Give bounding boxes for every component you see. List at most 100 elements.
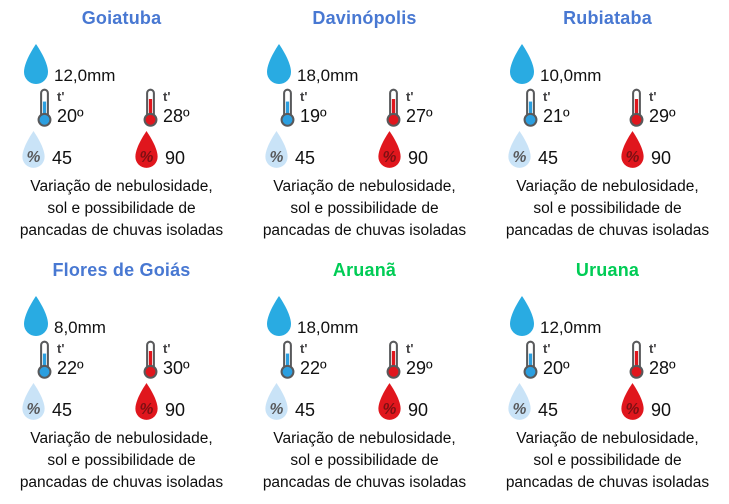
forecast-line: Variação de nebulosidade,	[30, 430, 213, 447]
max-temperature-value: 29º	[406, 358, 433, 378]
rain-drop-icon	[267, 296, 291, 336]
forecast-line: Variação de nebulosidade,	[516, 178, 699, 195]
max-temperature: t' 29º	[625, 88, 676, 127]
rain-drop-icon	[510, 296, 534, 336]
humidity-high: % 90	[618, 382, 671, 423]
temp-symbol: t'	[300, 89, 308, 104]
humidity-high: % 90	[618, 130, 671, 171]
forecast-description: Variação de nebulosidade, sol e possibil…	[0, 428, 243, 494]
min-temperature: t' 22º	[33, 340, 139, 379]
temp-symbol: t'	[163, 89, 171, 104]
humidity-low-drop-icon: %	[22, 383, 45, 420]
min-temperature: t' 21º	[519, 88, 625, 127]
degree-ordinal: º	[183, 358, 190, 378]
rainfall-row: 12,0mm	[21, 43, 243, 87]
min-temperature-labels: t' 22º	[57, 340, 84, 378]
max-temperature-labels: t' 29º	[649, 88, 676, 126]
degree-ordinal: º	[183, 106, 190, 126]
city-card: Davinópolis 18,0mm t' 19º	[243, 0, 486, 252]
rainfall-value: 8,0mm	[54, 318, 106, 337]
forecast-line: Variação de nebulosidade,	[516, 430, 699, 447]
rain-drop-icon	[24, 44, 48, 84]
city-name: Aruanã	[332, 260, 397, 280]
max-temperature-value: 28º	[649, 358, 676, 378]
degree-ordinal: º	[320, 358, 327, 378]
humidity-low-drop-icon: %	[508, 131, 531, 168]
city-name: Davinópolis	[312, 8, 417, 28]
humidity-high-drop-icon: %	[621, 131, 644, 168]
min-temperature-value: 20º	[543, 358, 570, 378]
forecast-line: pancadas de chuvas isoladas	[19, 222, 224, 239]
humidity-high: % 90	[132, 382, 185, 423]
humidity-high-value: 90	[165, 400, 186, 420]
percent-symbol: %	[270, 401, 284, 418]
forecast-description: Variação de nebulosidade, sol e possibil…	[0, 176, 243, 242]
percent-symbol: %	[27, 401, 41, 418]
rainfall-value: 18,0mm	[297, 66, 359, 85]
degree-ordinal: º	[669, 106, 676, 126]
max-temperature: t' 30º	[139, 340, 190, 379]
forecast-line: pancadas de chuvas isoladas	[262, 474, 467, 491]
percent-symbol: %	[513, 149, 527, 166]
humidity-high: % 90	[375, 382, 428, 423]
humidity-low: % 45	[262, 382, 375, 423]
temperature-row: t' 20º t' 28º	[486, 340, 729, 379]
percent-symbol: %	[383, 149, 397, 166]
temp-symbol: t'	[300, 341, 308, 356]
city-card: Goiatuba 12,0mm t' 20º	[0, 0, 243, 252]
humidity-low-drop-icon: %	[265, 131, 288, 168]
degree-ordinal: º	[669, 358, 676, 378]
rainfall-row: 18,0mm	[264, 295, 486, 339]
forecast-line: pancadas de chuvas isoladas	[505, 474, 710, 491]
min-temperature: t' 20º	[33, 88, 139, 127]
percent-symbol: %	[270, 149, 284, 166]
humidity-low-value: 45	[52, 400, 73, 420]
forecast-line: sol e possibilidade de	[533, 200, 682, 217]
city-card: Rubiataba 10,0mm t' 21º	[486, 0, 729, 252]
city-name: Rubiataba	[563, 8, 652, 28]
min-temperature: t' 22º	[276, 340, 382, 379]
rainfall-row: 8,0mm	[21, 295, 243, 339]
humidity-low-value: 45	[295, 400, 316, 420]
max-temperature-labels: t' 29º	[406, 340, 433, 378]
forecast-line: sol e possibilidade de	[47, 452, 196, 469]
thermometer-cold-icon	[280, 340, 295, 379]
percent-symbol: %	[513, 401, 527, 418]
degree-ordinal: º	[426, 358, 433, 378]
humidity-low: % 45	[262, 130, 375, 171]
min-temperature-labels: t' 20º	[543, 340, 570, 378]
rainfall-row: 12,0mm	[507, 295, 729, 339]
thermometer-hot-icon	[629, 340, 644, 379]
max-temperature-value: 29º	[649, 106, 676, 126]
max-temperature: t' 29º	[382, 340, 433, 379]
forecast-line: sol e possibilidade de	[533, 452, 682, 469]
thermometer-hot-icon	[143, 340, 158, 379]
humidity-low: % 45	[19, 382, 132, 423]
city-name: Flores de Goiás	[52, 260, 191, 280]
max-temperature: t' 28º	[625, 340, 676, 379]
rain-drop-icon	[267, 44, 291, 84]
humidity-low: % 45	[505, 382, 618, 423]
forecast-line: pancadas de chuvas isoladas	[19, 474, 224, 491]
rain-drop-icon	[24, 296, 48, 336]
forecast-line: sol e possibilidade de	[290, 452, 439, 469]
humidity-high: % 90	[375, 130, 428, 171]
rainfall-value: 12,0mm	[54, 66, 116, 85]
temp-symbol: t'	[406, 341, 414, 356]
thermometer-hot-icon	[143, 88, 158, 127]
thermometer-hot-icon	[386, 88, 401, 127]
percent-symbol: %	[383, 401, 397, 418]
forecast-line: Variação de nebulosidade,	[30, 178, 213, 195]
min-temperature-labels: t' 22º	[300, 340, 327, 378]
humidity-high-value: 90	[165, 148, 186, 168]
max-temperature-value: 30º	[163, 358, 190, 378]
rainfall-row: 18,0mm	[264, 43, 486, 87]
forecast-line: Variação de nebulosidade,	[273, 178, 456, 195]
min-temperature-labels: t' 21º	[543, 88, 570, 126]
thermometer-cold-icon	[37, 88, 52, 127]
forecast-description: Variação de nebulosidade, sol e possibil…	[486, 176, 729, 242]
thermometer-hot-icon	[629, 88, 644, 127]
forecast-description: Variação de nebulosidade, sol e possibil…	[243, 428, 486, 494]
humidity-low-value: 45	[52, 148, 73, 168]
temperature-row: t' 22º t' 30º	[0, 340, 243, 379]
